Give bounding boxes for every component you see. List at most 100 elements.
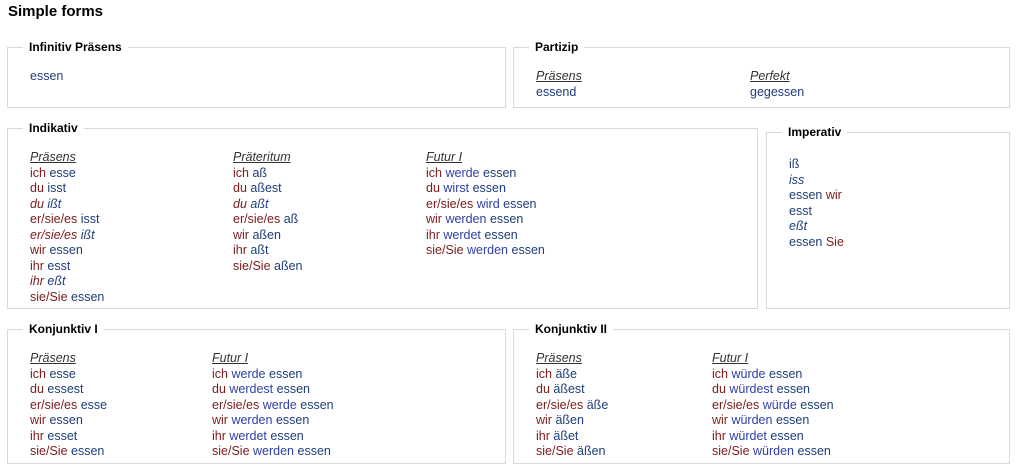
konjunktiv2-box: Konjunktiv II Präsens ich äße du äßest er/… (513, 322, 1010, 464)
indikativ-praeteritum-row: ich aß (233, 166, 303, 182)
konjunktiv1-futur-auxiliary: werdet (229, 428, 267, 443)
indikativ-praeteritum-row: sie/Sie aßen (233, 259, 303, 275)
konjunktiv1-praesens-pronoun: sie/Sie (30, 444, 68, 458)
konjunktiv2-title: Konjunktiv II (529, 322, 613, 337)
konjunktiv1-box: Konjunktiv I Präsens ich esse du essest er… (7, 322, 506, 464)
imperativ-row: iß (789, 157, 844, 173)
imperativ-row: esst (789, 204, 844, 220)
indikativ-title: Indikativ (23, 121, 84, 136)
indikativ-futur-auxiliary: werde (445, 165, 480, 180)
indikativ-futur-row: du wirst essen (426, 181, 545, 197)
konjunktiv2-futur-verb: essen (769, 366, 803, 381)
indikativ-praeteritum-verb: aß (283, 212, 299, 226)
konjunktiv1-praesens-pronoun: er/sie/es (30, 397, 78, 412)
indikativ-praesens-row: wir essen (30, 243, 104, 259)
imperativ-row: essen wir (789, 188, 844, 204)
indikativ-futur-row: sie/Sie werden essen (426, 243, 545, 259)
konjunktiv1-futur-row: du werdest essen (212, 382, 334, 398)
indikativ-praeteritum-pronoun: ihr (233, 243, 247, 257)
indikativ-box: Indikativ Präsens ich esse du isst du ißt e… (7, 121, 758, 309)
konjunktiv2-futur-verb: essen (800, 397, 834, 412)
imperativ-title: Imperativ (782, 125, 848, 140)
konjunktiv2-futur-row: wir würden essen (712, 413, 834, 429)
partizip-box: Partizip Präsens essend Perfekt gegessen (513, 40, 1010, 108)
indikativ-futur-auxiliary: werdet (443, 227, 481, 242)
konjunktiv2-praesens-verb: äße (586, 397, 609, 412)
imperativ-pronoun: wir (825, 188, 842, 202)
indikativ-praesens-pronoun: du (30, 181, 44, 195)
konjunktiv1-futur-verb: essen (269, 366, 303, 381)
indikativ-praesens-row: sie/Sie essen (30, 290, 104, 306)
konjunktiv1-praesens-row: er/sie/es esse (30, 398, 107, 414)
konjunktiv2-futur-pronoun: er/sie/es (712, 397, 760, 412)
indikativ-praeteritum-row: du aßt (233, 197, 303, 213)
konjunktiv2-futur-row: ihr würdet essen (712, 429, 834, 445)
konjunktiv2-futur-auxiliary: würdest (729, 382, 774, 396)
konjunktiv2-praesens-verb: äßet (553, 428, 579, 443)
infinitiv-box: Infinitiv Präsens essen (7, 40, 506, 108)
imperativ-row: iss (789, 173, 844, 189)
indikativ-futur-verb: essen (472, 181, 506, 195)
indikativ-praesens-pronoun: er/sie/es (30, 227, 78, 242)
konjunktiv1-futur-row: ihr werdet essen (212, 429, 334, 445)
imperativ-verb: essen (789, 188, 823, 202)
indikativ-futur-auxiliary: werden (445, 212, 487, 226)
indikativ-praeteritum-row: wir aßen (233, 228, 303, 244)
indikativ-praeteritum-row: ihr aßt (233, 243, 303, 259)
konjunktiv1-praesens-verb: esse (49, 366, 76, 381)
konjunktiv2-praesens-row: ihr äßet (536, 429, 608, 445)
konjunktiv1-futur-row: sie/Sie werden essen (212, 444, 334, 460)
indikativ-futur-row: ich werde essen (426, 166, 545, 182)
konjunktiv1-praesens-row: ihr esset (30, 429, 107, 445)
indikativ-praesens-row: ihr esst (30, 259, 104, 275)
konjunktiv2-futur-row: du würdest essen (712, 382, 834, 398)
indikativ-futur-auxiliary: werden (467, 243, 509, 257)
indikativ-praesens-pronoun: ihr (30, 274, 44, 288)
indikativ-futur-pronoun: ihr (426, 227, 440, 242)
indikativ-futur-pronoun: wir (426, 212, 442, 226)
konjunktiv1-praesens-verb: esse (80, 397, 108, 412)
indikativ-futur-row: wir werden essen (426, 212, 545, 228)
indikativ-praesens-verb: isst (80, 212, 100, 226)
indikativ-praeteritum-pronoun: sie/Sie (233, 258, 271, 273)
konjunktiv1-futur-verb: essen (270, 428, 304, 443)
konjunktiv1-futur-auxiliary: werdest (229, 382, 274, 396)
indikativ-praeteritum-row: du aßest (233, 181, 303, 197)
indikativ-praesens-pronoun: er/sie/es (30, 212, 78, 226)
konjunktiv1-praesens-row: sie/Sie essen (30, 444, 107, 460)
indikativ-praesens-verb: eßt (47, 274, 66, 288)
konjunktiv1-praesens-row: du essest (30, 382, 107, 398)
indikativ-futur-verb: essen (484, 227, 518, 242)
indikativ-praesens-pronoun: ich (30, 165, 46, 180)
indikativ-futur-header: Futur I (426, 150, 463, 164)
konjunktiv2-praesens-pronoun: ich (536, 366, 552, 381)
konjunktiv1-futur-verb: essen (276, 382, 311, 396)
imperativ-verb: eßt (789, 219, 808, 233)
indikativ-praeteritum-header: Präteritum (233, 150, 291, 164)
konjunktiv2-futur-verb: essen (775, 413, 810, 427)
indikativ-praesens-verb: ißt (80, 227, 95, 242)
konjunktiv2-futur-auxiliary: würden (753, 444, 795, 458)
indikativ-praesens-pronoun: sie/Sie (30, 289, 68, 304)
indikativ-praesens-row: ihr eßt (30, 274, 104, 290)
indikativ-praeteritum-verb: aßt (250, 196, 269, 211)
indikativ-praeteritum-verb: aßt (250, 243, 269, 257)
konjunktiv2-futur-row: ich würde essen (712, 367, 834, 383)
konjunktiv1-praesens-row: ich esse (30, 367, 107, 383)
konjunktiv1-futur-verb: essen (275, 413, 310, 427)
indikativ-futur-row: er/sie/es wird essen (426, 197, 545, 213)
konjunktiv1-praesens-verb: esset (47, 428, 78, 443)
imperativ-pronoun: Sie (825, 234, 844, 249)
konjunktiv1-futur-row: ich werde essen (212, 367, 334, 383)
indikativ-futur-auxiliary: wirst (443, 181, 470, 195)
konjunktiv1-praesens-header: Präsens (30, 351, 76, 365)
konjunktiv2-praesens-pronoun: er/sie/es (536, 397, 584, 412)
indikativ-praesens-row: er/sie/es ißt (30, 228, 104, 244)
indikativ-praeteritum-pronoun: du (233, 196, 247, 211)
konjunktiv2-futur-verb: essen (770, 428, 804, 443)
konjunktiv1-praesens-verb: essen (71, 444, 105, 458)
konjunktiv2-praesens-pronoun: sie/Sie (536, 444, 574, 458)
indikativ-praesens-header: Präsens (30, 150, 76, 164)
konjunktiv1-praesens-pronoun: du (30, 382, 44, 396)
imperativ-verb: essen (789, 234, 823, 249)
